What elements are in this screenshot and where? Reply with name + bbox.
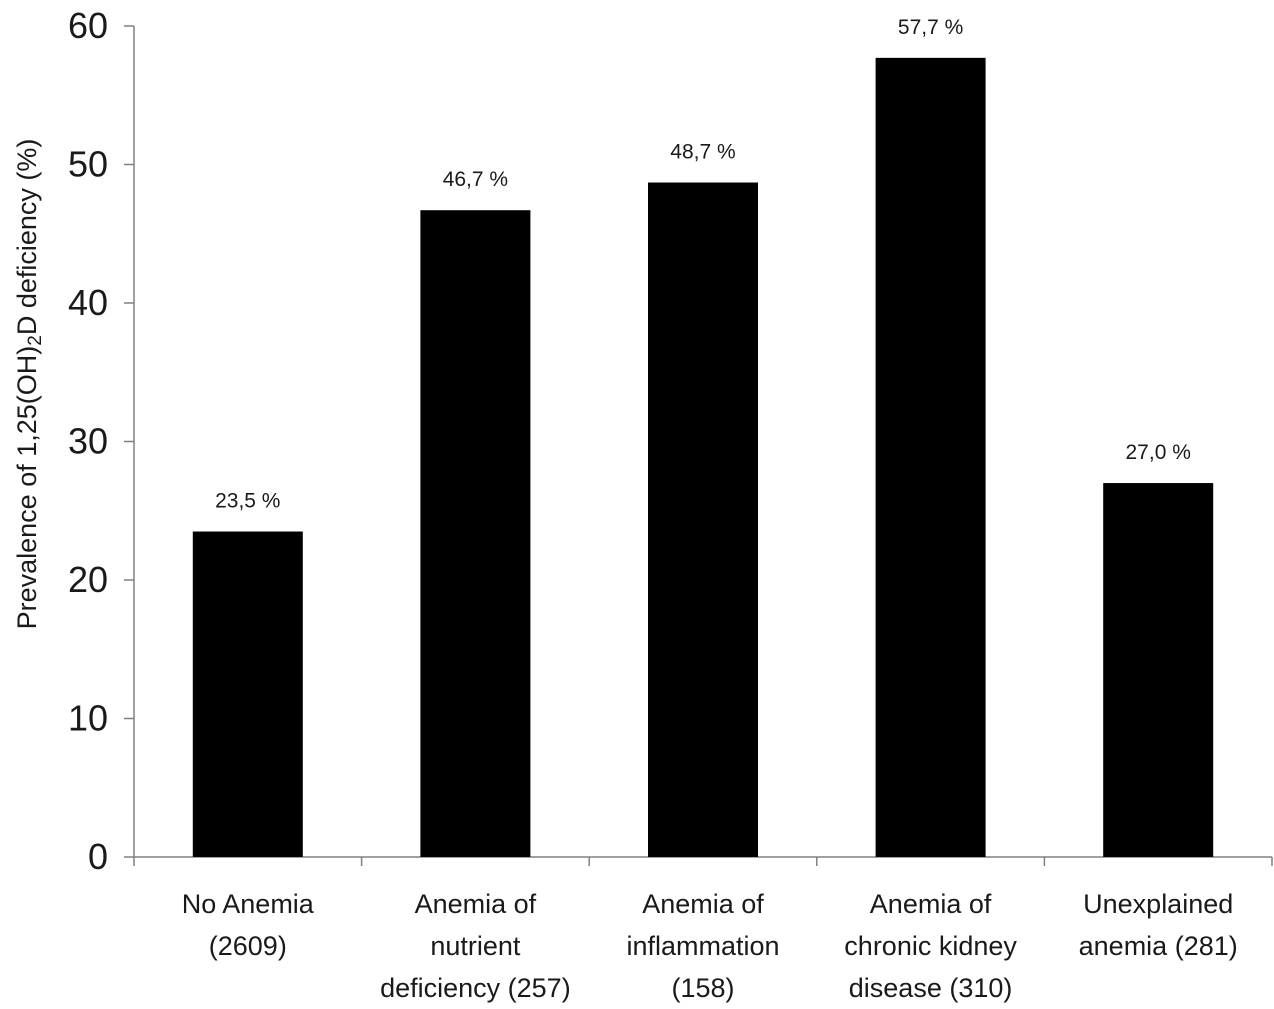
x-axis bbox=[133, 856, 1273, 866]
x-tick-label: Anemia of inflammation (158) bbox=[626, 889, 779, 1003]
y-tick-label: 50 bbox=[68, 144, 108, 185]
x-tick-label-line: (158) bbox=[671, 973, 734, 1003]
x-tick-label-line: Unexplained bbox=[1083, 889, 1233, 919]
data-labels: 23,5 % 46,7 % 48,7 % 57,7 % 27,0 % bbox=[215, 16, 1191, 513]
data-label: 23,5 % bbox=[215, 490, 280, 513]
y-tick-label: 20 bbox=[68, 559, 108, 600]
x-tick-label: No Anemia (2609) bbox=[182, 889, 315, 961]
x-tick-label-line: Anemia of bbox=[870, 889, 992, 919]
x-tick-label-line: (2609) bbox=[209, 931, 287, 961]
bar bbox=[1103, 483, 1214, 857]
x-tick-label-line: Anemia of bbox=[415, 889, 537, 919]
data-label: 48,7 % bbox=[670, 141, 735, 164]
y-axis-label-part: D deficiency (%) bbox=[12, 139, 42, 336]
bar bbox=[192, 531, 303, 857]
y-tick-label: 40 bbox=[68, 282, 108, 323]
bar bbox=[648, 182, 758, 857]
data-label: 57,7 % bbox=[898, 16, 963, 39]
x-tick-label-line: inflammation bbox=[626, 931, 779, 961]
y-tick-label: 10 bbox=[68, 698, 108, 739]
x-tick-labels: No Anemia (2609) Anemia of nutrient deficien… bbox=[182, 889, 1238, 1003]
x-tick-label-line: disease (310) bbox=[849, 973, 1013, 1003]
x-tick-label-line: anemia (281) bbox=[1079, 931, 1238, 961]
y-axis-label-part: Prevalence of 1,25(OH) bbox=[12, 346, 42, 630]
y-tick-label: 60 bbox=[68, 5, 108, 46]
y-tick-label: 30 bbox=[68, 421, 108, 462]
x-tick-label-line: chronic kidney bbox=[844, 931, 1017, 961]
data-label: 46,7 % bbox=[443, 168, 508, 191]
y-axis-label: Prevalence of 1,25(OH)2D deficiency (%) bbox=[12, 139, 46, 630]
x-tick-label-line: deficiency (257) bbox=[380, 973, 571, 1003]
y-tick-label: 0 bbox=[88, 836, 108, 877]
bars bbox=[192, 57, 1214, 858]
bar bbox=[420, 210, 531, 857]
x-tick-label-line: Anemia of bbox=[642, 889, 764, 919]
x-tick-label: Anemia of chronic kidney disease (310) bbox=[844, 889, 1017, 1003]
y-axis-label-subscript: 2 bbox=[25, 335, 46, 346]
y-axis: 0 10 20 30 40 50 60 bbox=[68, 5, 135, 877]
x-tick-label-line: nutrient bbox=[430, 931, 521, 961]
x-tick-label-line: No Anemia bbox=[182, 889, 315, 919]
bar bbox=[875, 57, 986, 858]
x-tick-label: Anemia of nutrient deficiency (257) bbox=[380, 889, 571, 1003]
data-label: 27,0 % bbox=[1126, 441, 1191, 464]
x-tick-label: Unexplained anemia (281) bbox=[1079, 889, 1238, 961]
